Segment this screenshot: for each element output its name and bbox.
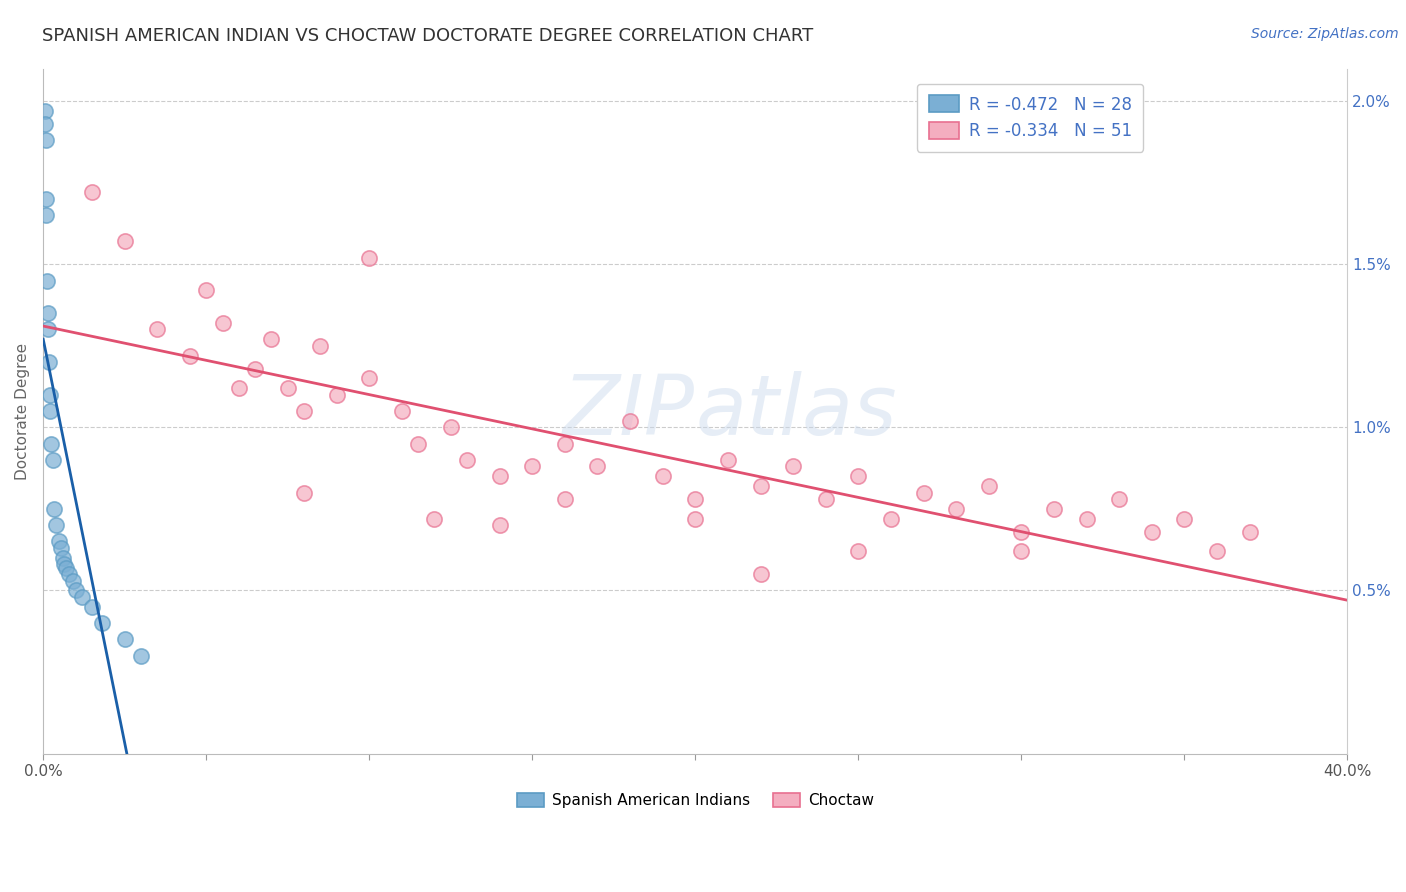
Point — [34, 103, 56, 118]
Point — [554, 436, 576, 450]
Point — [82, 186, 104, 200]
Point — [782, 459, 804, 474]
Point — [945, 501, 967, 516]
Point — [35, 192, 58, 206]
Point — [1239, 524, 1261, 539]
Point — [488, 518, 510, 533]
Text: Source: ZipAtlas.com: Source: ZipAtlas.com — [1251, 27, 1399, 41]
Point — [62, 574, 84, 588]
Point — [977, 479, 1000, 493]
Point — [1206, 544, 1229, 558]
Point — [1173, 511, 1195, 525]
Point — [619, 414, 641, 428]
Point — [1076, 511, 1098, 525]
Point — [292, 485, 315, 500]
Point — [359, 251, 381, 265]
Point — [179, 349, 201, 363]
Point — [114, 632, 136, 647]
Point — [359, 371, 381, 385]
Point — [114, 235, 136, 249]
Point — [814, 492, 837, 507]
Point — [685, 511, 707, 525]
Point — [82, 599, 104, 614]
Point — [42, 501, 65, 516]
Text: atlas: atlas — [696, 370, 897, 451]
Point — [1140, 524, 1163, 539]
Point — [1010, 524, 1032, 539]
Point — [35, 133, 58, 147]
Point — [423, 511, 446, 525]
Point — [749, 567, 772, 582]
Point — [38, 387, 60, 401]
Point — [53, 558, 76, 572]
Point — [45, 518, 67, 533]
Point — [685, 492, 707, 507]
Point — [58, 567, 80, 582]
Point — [488, 469, 510, 483]
Point — [260, 332, 283, 346]
Point — [651, 469, 673, 483]
Point — [35, 208, 58, 222]
Point — [749, 479, 772, 493]
Point — [55, 560, 77, 574]
Text: SPANISH AMERICAN INDIAN VS CHOCTAW DOCTORATE DEGREE CORRELATION CHART: SPANISH AMERICAN INDIAN VS CHOCTAW DOCTO… — [42, 27, 814, 45]
Point — [228, 381, 250, 395]
Point — [309, 339, 332, 353]
Point — [243, 361, 266, 376]
Point — [846, 469, 869, 483]
Point — [522, 459, 544, 474]
Point — [41, 436, 63, 450]
Point — [912, 485, 935, 500]
Point — [37, 274, 59, 288]
Point — [846, 544, 869, 558]
Point — [34, 117, 56, 131]
Point — [37, 306, 59, 320]
Point — [37, 322, 59, 336]
Point — [49, 541, 72, 555]
Point — [456, 453, 478, 467]
Point — [391, 404, 413, 418]
Point — [48, 534, 70, 549]
Point — [292, 404, 315, 418]
Point — [129, 648, 152, 663]
Point — [90, 615, 112, 630]
Point — [38, 355, 60, 369]
Point — [39, 404, 62, 418]
Y-axis label: Doctorate Degree: Doctorate Degree — [15, 343, 30, 480]
Point — [277, 381, 299, 395]
Point — [717, 453, 740, 467]
Point — [72, 590, 94, 604]
Point — [195, 283, 218, 297]
Point — [325, 387, 347, 401]
Point — [1043, 501, 1066, 516]
Point — [406, 436, 429, 450]
Point — [211, 316, 233, 330]
Point — [554, 492, 576, 507]
Point — [42, 453, 65, 467]
Text: ZIP: ZIP — [564, 370, 696, 451]
Point — [880, 511, 903, 525]
Point — [1010, 544, 1032, 558]
Point — [1108, 492, 1130, 507]
Point — [146, 322, 169, 336]
Point — [65, 583, 87, 598]
Point — [586, 459, 609, 474]
Point — [440, 420, 463, 434]
Point — [52, 550, 75, 565]
Legend: Spanish American Indians, Choctaw: Spanish American Indians, Choctaw — [510, 787, 880, 814]
